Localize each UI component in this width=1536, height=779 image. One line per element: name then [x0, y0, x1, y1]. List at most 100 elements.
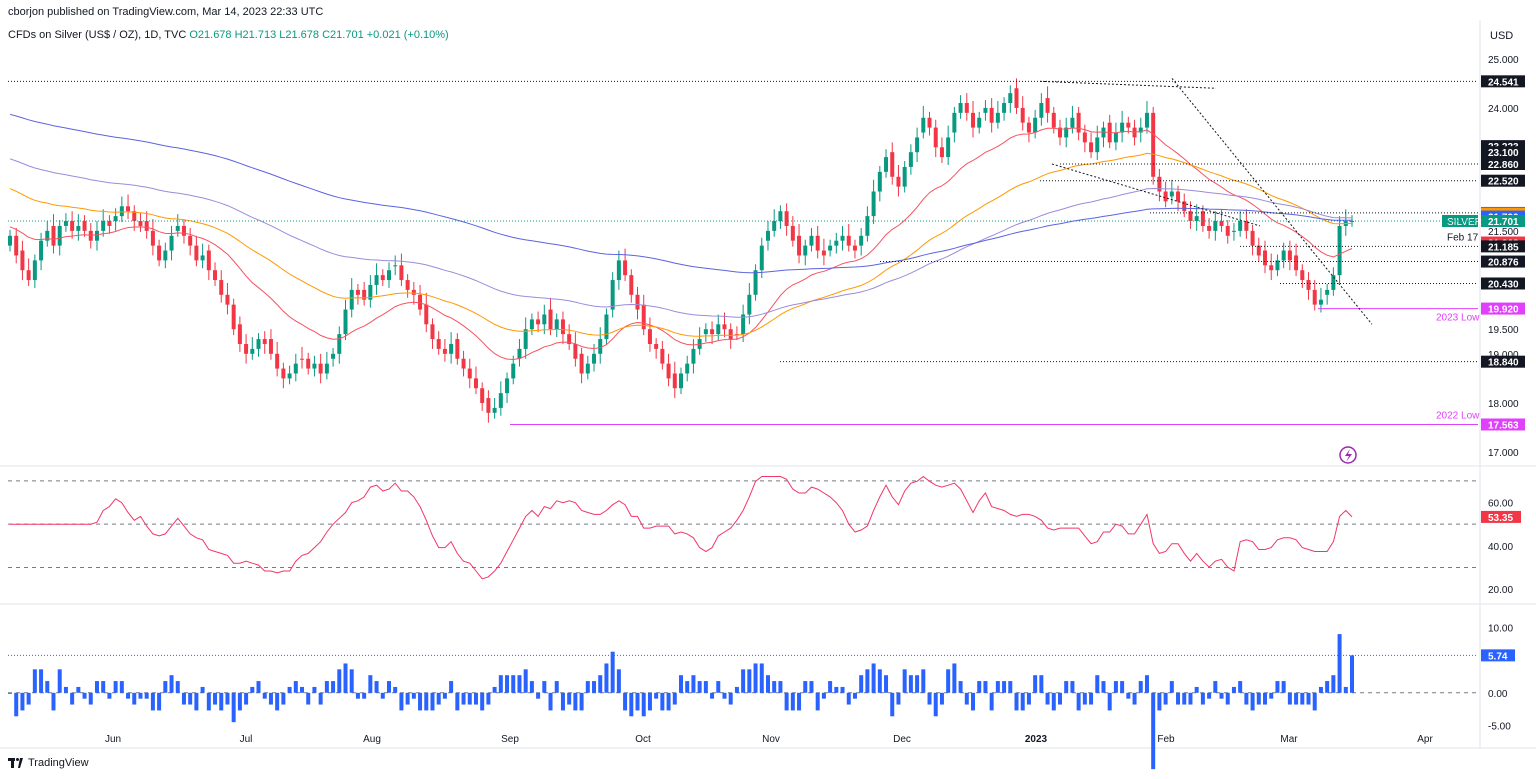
- candle: [1095, 137, 1100, 153]
- hist-bar: [343, 663, 348, 693]
- hist-bar: [1095, 675, 1100, 693]
- candle: [1318, 299, 1323, 305]
- hist-bar: [747, 669, 752, 693]
- candle: [219, 280, 224, 295]
- candle: [821, 250, 826, 256]
- candle: [529, 319, 534, 330]
- rsi-value-box: [1481, 510, 1521, 523]
- candle: [635, 294, 640, 310]
- candle: [915, 137, 920, 153]
- hist-bar: [237, 692, 242, 711]
- candle: [703, 329, 708, 335]
- hist-bar: [219, 692, 224, 711]
- candle: [411, 289, 416, 295]
- hist-bar: [1256, 692, 1261, 705]
- candle: [449, 343, 454, 354]
- hist-bar: [1014, 692, 1019, 711]
- candle: [51, 225, 56, 246]
- price-label-box: [1481, 174, 1525, 187]
- hist-bar: [1325, 681, 1330, 693]
- hist-bar: [741, 669, 746, 693]
- candle: [989, 107, 994, 123]
- candle: [772, 221, 777, 231]
- hist-bar: [505, 675, 510, 693]
- hist-bar: [281, 692, 286, 705]
- candle: [573, 343, 578, 359]
- candle: [399, 265, 404, 281]
- hist-bar: [486, 692, 491, 705]
- hist-bar: [132, 692, 137, 705]
- hist-bar: [921, 669, 926, 693]
- feb17-label: Feb 17: [1447, 233, 1479, 244]
- hist-bar: [268, 692, 273, 705]
- hist-bar: [287, 686, 292, 693]
- hist-bar: [983, 681, 988, 693]
- hist-bar: [20, 692, 25, 711]
- hist-bar: [157, 692, 162, 711]
- hist-bar: [834, 686, 839, 693]
- hist-bar: [753, 663, 758, 693]
- hist-bar: [107, 692, 112, 699]
- candle: [362, 289, 367, 300]
- hist-bar: [430, 692, 435, 711]
- candle: [262, 339, 267, 344]
- candle: [660, 348, 665, 364]
- candle: [1287, 250, 1292, 261]
- hist-bar: [1039, 675, 1044, 693]
- hist-bar: [418, 692, 423, 711]
- hist-value: 5.74: [1488, 651, 1508, 662]
- price-label-box: [1481, 240, 1525, 253]
- candle: [722, 324, 727, 330]
- candle: [26, 270, 31, 281]
- price-label: 18.840: [1488, 358, 1519, 369]
- symbol-legend: CFDs on Silver (US$ / OZ), 1D, TVC O21.6…: [8, 29, 449, 41]
- hist-bar: [1281, 681, 1286, 693]
- hist-bar: [784, 692, 789, 711]
- candle: [1263, 250, 1268, 266]
- candle: [585, 363, 590, 374]
- candle: [803, 245, 808, 256]
- candle: [933, 127, 938, 148]
- candle: [604, 314, 609, 340]
- hist-bar: [1331, 675, 1336, 693]
- hist-bar: [585, 681, 590, 693]
- hist-bar: [579, 692, 584, 711]
- hist-bar: [1051, 692, 1056, 711]
- hist-bar: [939, 692, 944, 705]
- rsi-line: [10, 475, 1353, 580]
- hist-bar: [927, 692, 932, 705]
- candle: [1082, 132, 1087, 143]
- hist-bar: [778, 681, 783, 693]
- hist-bar: [32, 669, 37, 693]
- x-axis-label: 2023: [1025, 734, 1048, 745]
- candle: [1250, 230, 1255, 246]
- hist-bar: [1225, 692, 1230, 705]
- trend-line: [1051, 163, 1261, 227]
- hist-bar: [337, 669, 342, 693]
- hist-bar: [14, 692, 19, 717]
- candle: [480, 388, 485, 403]
- candle: [45, 230, 50, 241]
- currency-label: USD: [1490, 30, 1514, 42]
- hist-bar: [871, 663, 876, 693]
- candle: [958, 103, 963, 113]
- hist-bar: [169, 675, 174, 693]
- hist-bar: [809, 681, 814, 693]
- candle: [355, 289, 360, 295]
- candle: [492, 407, 497, 413]
- hist-bar: [1157, 692, 1162, 711]
- hist-bar: [498, 675, 503, 693]
- candle: [654, 343, 659, 349]
- hist-bar: [181, 692, 186, 705]
- candle: [225, 294, 230, 305]
- hist-bar: [877, 669, 882, 693]
- hist-bar: [213, 692, 218, 705]
- hist-bar: [1132, 692, 1137, 705]
- candle: [436, 339, 441, 349]
- hist-bar: [113, 681, 118, 693]
- candle: [461, 358, 466, 369]
- tradingview-footer[interactable]: TradingView: [8, 757, 89, 769]
- hist-bar: [660, 692, 665, 711]
- silver-label: SILVER: [1447, 217, 1482, 228]
